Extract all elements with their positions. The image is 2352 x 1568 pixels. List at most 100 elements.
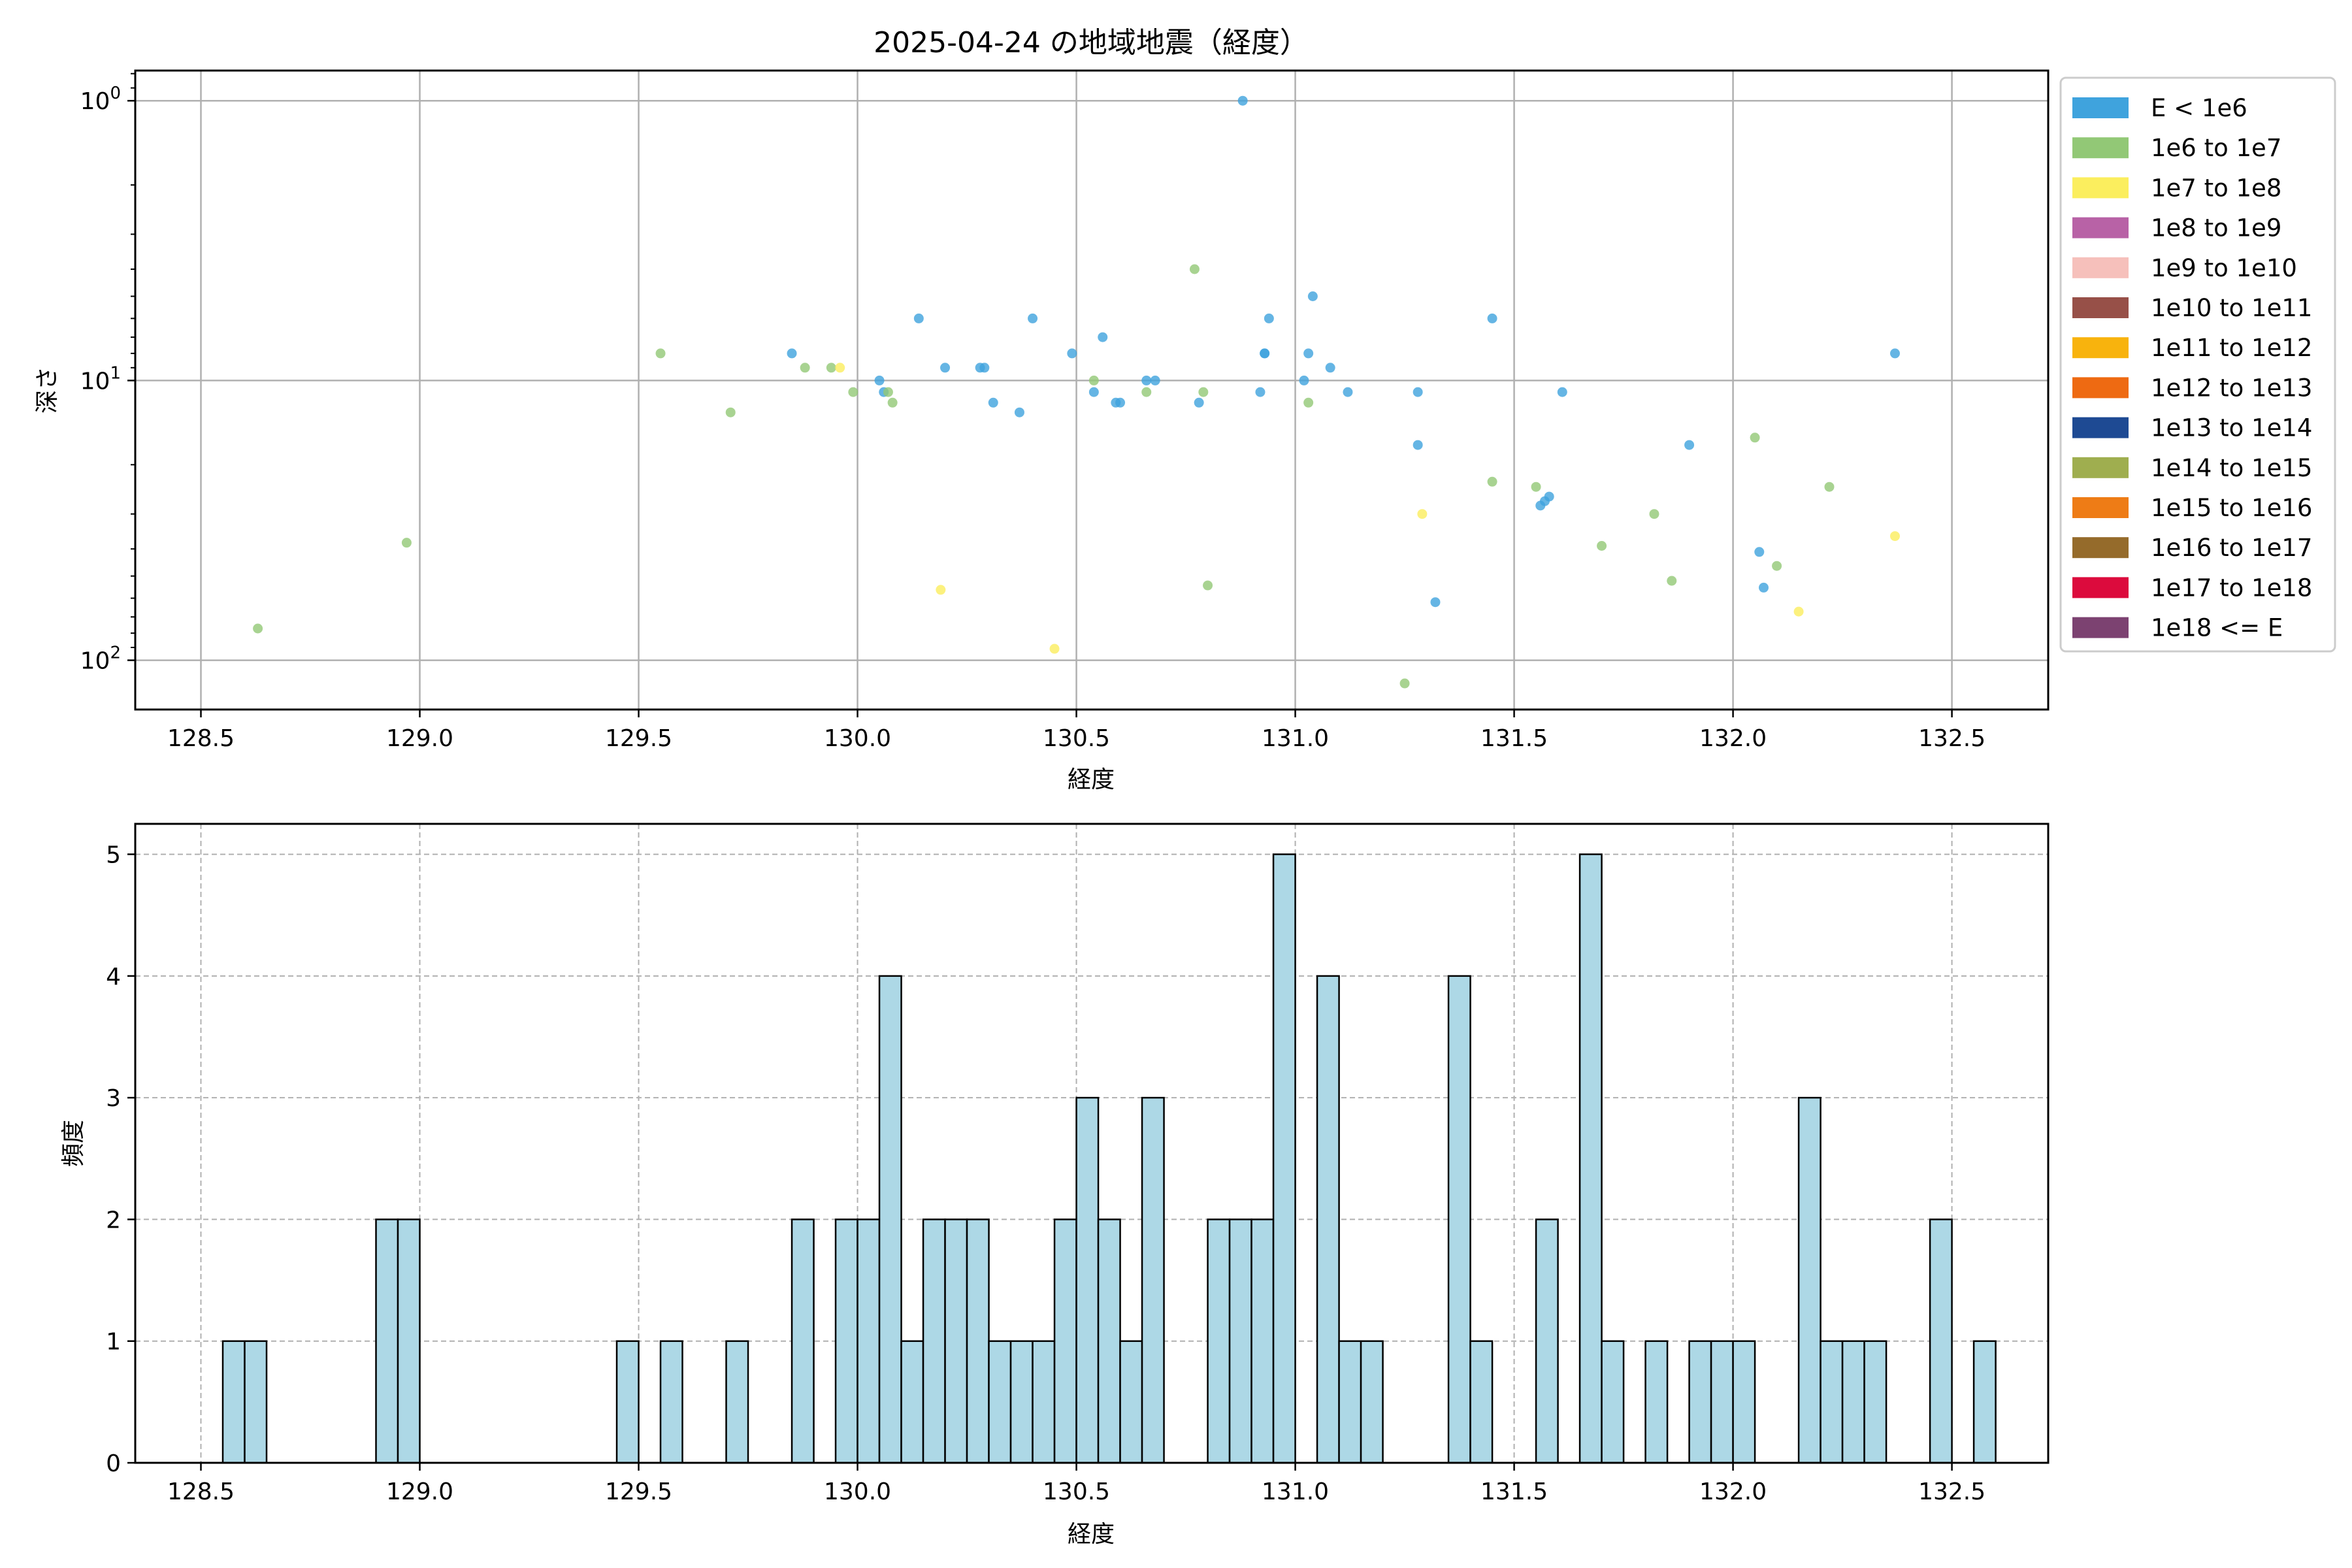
histogram-x-tick-label: 129.0 (386, 1478, 453, 1505)
histogram-bar (1075, 1096, 1100, 1464)
histogram-bar (397, 1218, 421, 1464)
scatter-point (1413, 387, 1423, 397)
scatter-y-label: 深さ (34, 367, 61, 414)
histogram-bar (1601, 1340, 1625, 1464)
legend-swatch (2072, 297, 2129, 318)
histogram-bar (1469, 1340, 1494, 1464)
legend-swatch (2072, 417, 2129, 438)
histogram-bar (1644, 1340, 1669, 1464)
legend-label: 1e12 to 1e13 (2151, 374, 2312, 402)
scatter-point (979, 363, 990, 373)
scatter-x-tick-label: 129.5 (605, 725, 672, 752)
scatter-point (1750, 433, 1760, 443)
histogram-bar (375, 1218, 399, 1464)
histogram-bar (922, 1218, 946, 1464)
histogram-bar (221, 1340, 246, 1464)
scatter-point (1531, 482, 1541, 492)
histogram-bar (1535, 1218, 1559, 1464)
histogram-bar (1820, 1340, 1844, 1464)
scatter-x-tick-label: 130.0 (824, 725, 891, 752)
scatter-point (848, 387, 858, 397)
scatter-axes-frame (134, 69, 2050, 711)
scatter-point (1754, 547, 1765, 557)
scatter-point (1772, 561, 1782, 571)
histogram-bar (1447, 975, 1471, 1464)
histogram-bar (244, 1340, 268, 1464)
legend-label: 1e9 to 1e10 (2151, 254, 2297, 282)
histogram-bar (1972, 1340, 1997, 1464)
legend-swatch (2072, 537, 2129, 559)
histogram-x-tick-label: 130.0 (824, 1478, 891, 1505)
scatter-point (1597, 540, 1607, 551)
scatter-points (253, 95, 1900, 689)
legend-label: E < 1e6 (2151, 94, 2247, 122)
scatter-y-tick-label: 101 (80, 363, 121, 395)
scatter-x-tick-label: 130.5 (1043, 725, 1110, 752)
histogram-bar (791, 1218, 815, 1464)
scatter-ticks: 128.5 129.0 129.5 130.0 130.5 131.0 131.5 132.0… (80, 73, 1985, 752)
scatter-x-tick-label: 131.5 (1480, 725, 1548, 752)
histogram-bar (1207, 1218, 1231, 1464)
scatter-title: 2025-04-24 の地域地震（経度） (874, 26, 1309, 59)
scatter-point (401, 538, 412, 548)
legend-swatch (2072, 257, 2129, 278)
scatter-point (1115, 397, 1126, 408)
histogram-x-tick-label: 132.5 (1918, 1478, 1985, 1505)
histogram-bars (221, 853, 1997, 1464)
scatter-point (1028, 313, 1038, 323)
scatter-point (1793, 606, 1804, 617)
legend-label: 1e16 to 1e17 (2151, 534, 2312, 562)
histogram-bar (1032, 1340, 1056, 1464)
scatter-point (655, 348, 666, 359)
scatter-point (787, 348, 797, 359)
histogram-bar (966, 1218, 990, 1464)
histogram-x-tick-label: 132.0 (1699, 1478, 1767, 1505)
scatter-x-tick-label: 131.0 (1262, 725, 1329, 752)
histogram-y-tick-label: 0 (106, 1450, 121, 1477)
scatter-point (913, 313, 924, 323)
scatter-x-tick-label: 132.5 (1918, 725, 1985, 752)
scatter-point (1758, 582, 1769, 593)
scatter-point (1399, 678, 1410, 689)
scatter-point (253, 623, 263, 634)
legend-label: 1e14 to 1e15 (2151, 454, 2312, 482)
histogram-bar (615, 1340, 640, 1464)
histogram-bar (1228, 1218, 1252, 1464)
legend-swatch (2072, 217, 2129, 238)
scatter-point (1684, 440, 1695, 450)
histogram-bar (1710, 1340, 1734, 1464)
scatter-y-tick-label: 102 (80, 644, 121, 675)
scatter-plot: 128.5 129.0 129.5 130.0 130.5 131.0 131.5 132.0… (80, 69, 2050, 752)
scatter-point (1413, 440, 1423, 450)
legend-label: 1e17 to 1e18 (2151, 574, 2312, 602)
histogram-bar (1119, 1340, 1143, 1464)
scatter-point (1255, 387, 1266, 397)
legend: E < 1e6 1e6 to 1e7 1e7 to 1e8 1e8 to 1e9 1e9… (2059, 76, 2336, 653)
histogram-bar (1360, 1340, 1384, 1464)
histogram-bar (988, 1340, 1012, 1464)
scatter-point (1649, 509, 1659, 519)
scatter-point (800, 363, 810, 373)
scatter-point (1237, 95, 1248, 106)
histogram-bar (1797, 1096, 1821, 1464)
scatter-point (1299, 375, 1309, 385)
scatter-point (1889, 348, 1900, 359)
scatter-point (1088, 387, 1099, 397)
legend-label: 1e18 <= E (2151, 614, 2283, 642)
scatter-point (887, 397, 898, 408)
histogram-bar (1338, 1340, 1362, 1464)
scatter-point (1014, 407, 1024, 417)
histogram-bar (725, 1340, 749, 1464)
histogram-axes-frame (134, 823, 2050, 1464)
histogram-bar (878, 975, 902, 1464)
histogram-bar (1053, 1218, 1077, 1464)
histogram-x-tick-label: 128.5 (167, 1478, 235, 1505)
histogram-bar (1316, 975, 1340, 1464)
scatter-point (725, 407, 736, 417)
histogram-x-tick-label: 130.5 (1043, 1478, 1110, 1505)
histogram-x-tick-label: 131.5 (1480, 1478, 1548, 1505)
scatter-point (1194, 397, 1204, 408)
scatter-grid (135, 71, 2048, 710)
scatter-point (1198, 387, 1209, 397)
